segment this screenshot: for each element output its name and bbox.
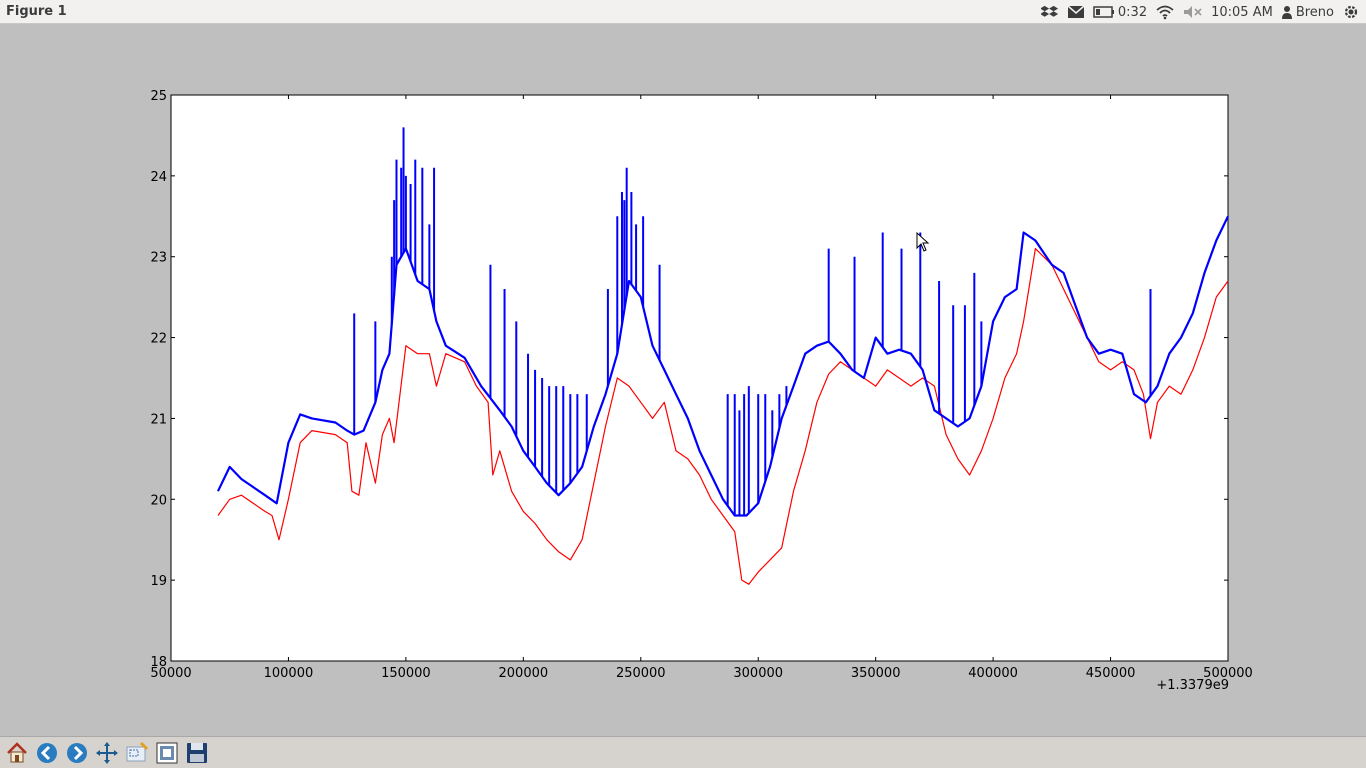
y-tick-label: 18 <box>150 655 167 670</box>
x-tick-label: 400000 <box>968 666 1018 681</box>
x-tick-label: 350000 <box>851 666 901 681</box>
back-button[interactable] <box>34 740 60 766</box>
y-tick-label: 21 <box>150 412 167 427</box>
y-tick-label: 24 <box>150 170 167 185</box>
x-offset-label: +1.3379e9 <box>1156 678 1229 693</box>
series-line-1 <box>217 248 1229 585</box>
y-tick-label: 22 <box>150 332 167 347</box>
floppy-disk-icon <box>187 742 207 763</box>
forward-button[interactable] <box>64 740 90 766</box>
x-tick-label: 450000 <box>1086 666 1136 681</box>
battery-icon <box>1093 6 1114 18</box>
figure-canvas[interactable]: 50000 100000 150000 200000 250000 300000 35000… <box>0 24 1366 736</box>
line-chart: 50000 100000 150000 200000 250000 300000 35000… <box>150 89 1253 693</box>
x-tick-label: 150000 <box>381 666 431 681</box>
x-tick-label: 200000 <box>499 666 549 681</box>
zoom-button[interactable] <box>124 740 150 766</box>
y-tick-label: 25 <box>150 89 167 104</box>
x-tick-label: 300000 <box>733 666 783 681</box>
series-line-0 <box>217 215 1229 517</box>
window-title: Figure 1 <box>6 4 67 19</box>
x-tick-label: 50000 <box>150 666 191 681</box>
subplots-icon <box>156 742 178 763</box>
user-menu[interactable]: Breno <box>1281 5 1334 20</box>
user-name: Breno <box>1295 4 1334 20</box>
arrow-right-icon <box>67 742 87 763</box>
mail-icon[interactable] <box>1067 5 1085 19</box>
plot-area <box>170 94 1229 662</box>
battery-time: 0:32 <box>1117 4 1148 20</box>
volume-muted-icon[interactable] <box>1183 5 1203 19</box>
zoom-rect-icon <box>126 741 149 761</box>
y-tick-label: 19 <box>150 574 167 589</box>
subplots-button[interactable] <box>154 740 180 766</box>
x-tick-label: 100000 <box>264 666 314 681</box>
clock[interactable]: 10:05 AM <box>1211 4 1273 20</box>
x-tick-label: 500000 <box>1203 666 1253 681</box>
dropbox-icon[interactable] <box>1040 4 1059 20</box>
power-gear-icon[interactable] <box>1342 3 1360 21</box>
indicator-area: 0:32 10:05 AM Breno <box>1040 0 1360 24</box>
mouse-cursor-icon <box>916 231 930 252</box>
navigation-toolbar <box>0 736 1366 768</box>
battery-indicator[interactable]: 0:32 <box>1093 5 1147 20</box>
home-button[interactable] <box>4 740 30 766</box>
x-tick-label: 250000 <box>616 666 666 681</box>
user-icon <box>1281 6 1292 19</box>
move-arrows-icon <box>96 741 118 764</box>
home-icon <box>7 741 27 762</box>
y-tick-label: 23 <box>150 251 167 266</box>
arrow-left-icon <box>37 742 57 763</box>
y-tick-label: 20 <box>150 493 167 508</box>
pan-button[interactable] <box>94 740 120 766</box>
save-button[interactable] <box>184 740 210 766</box>
top-panel: Figure 1 0:32 10:05 AM Breno <box>0 0 1366 24</box>
wifi-icon[interactable] <box>1155 4 1175 20</box>
